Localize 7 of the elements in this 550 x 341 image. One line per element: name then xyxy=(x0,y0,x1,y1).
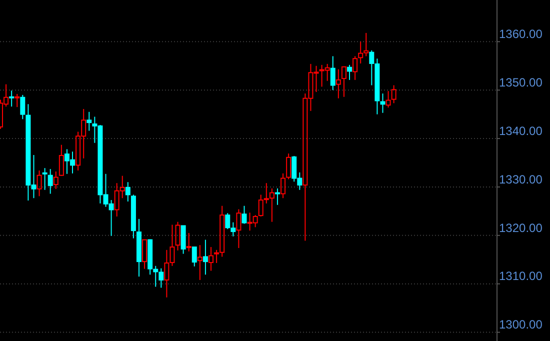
y-tick-label: 1300.00 xyxy=(499,318,543,332)
y-tick-label: 1340.00 xyxy=(499,124,543,138)
y-tick-label: 1310.00 xyxy=(499,269,543,284)
y-tick-label: 1320.00 xyxy=(499,220,543,235)
y-tick-label: 1360.00 xyxy=(499,27,543,42)
y-tick-label: 1330.00 xyxy=(499,172,543,186)
y-tick-label: 1350.00 xyxy=(499,75,543,90)
